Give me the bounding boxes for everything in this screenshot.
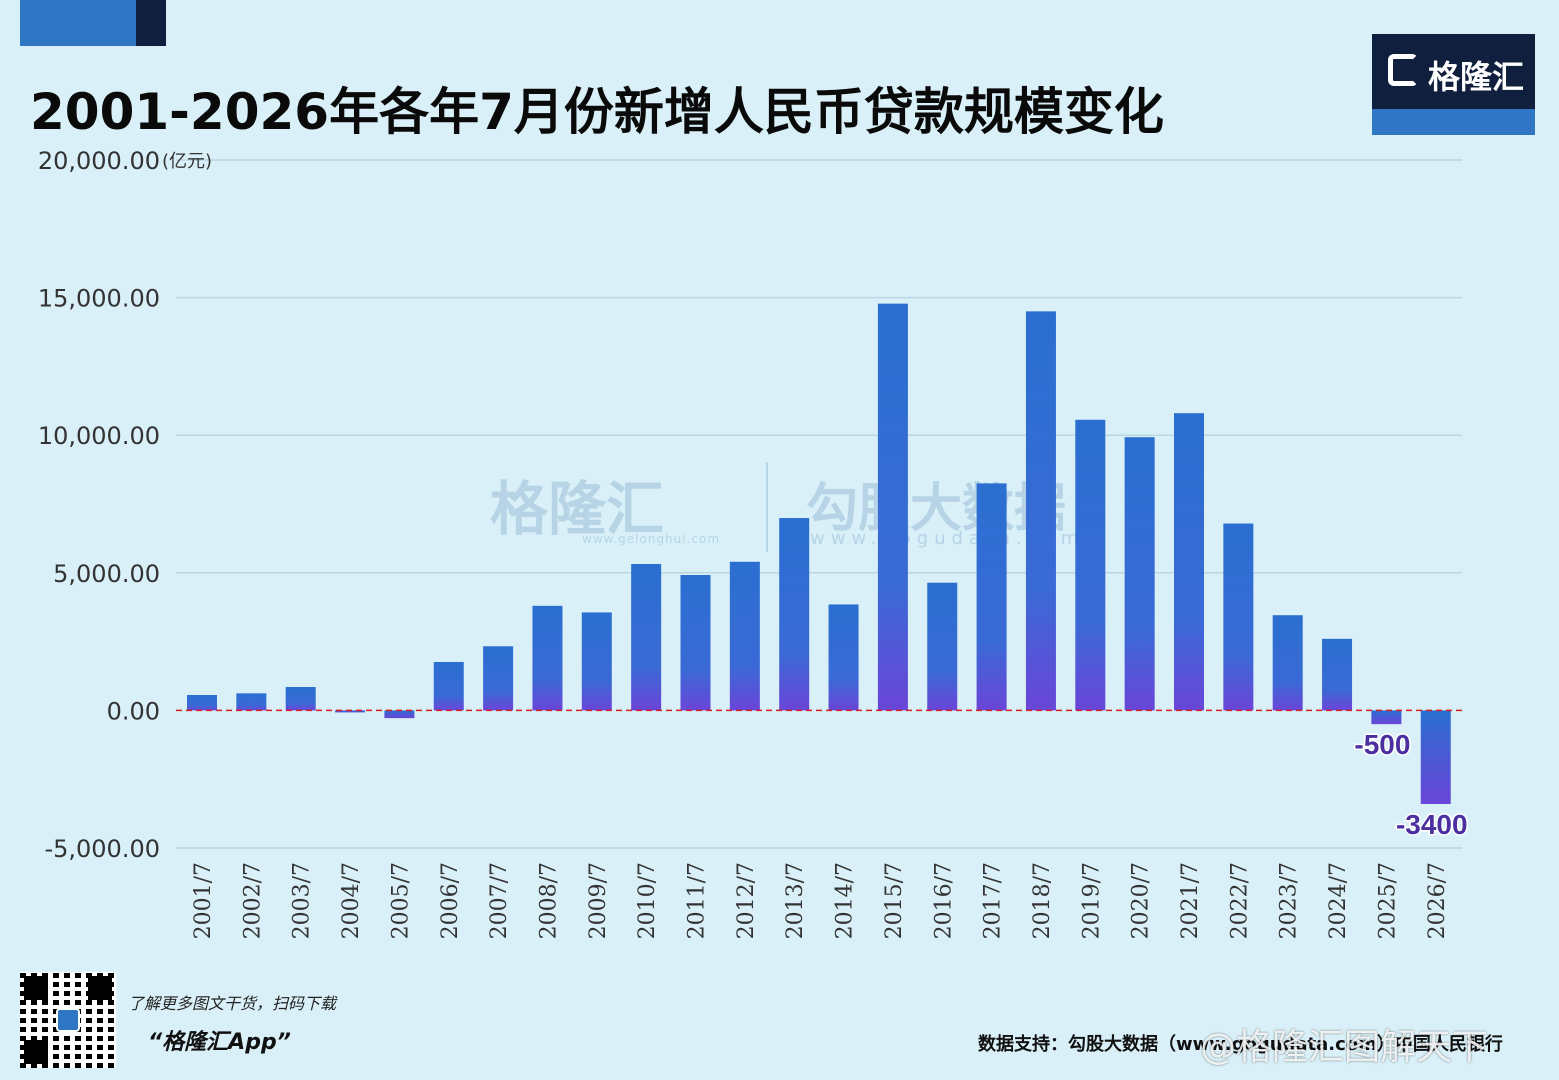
- bar: [483, 646, 514, 711]
- x-tick-label: 2004/7: [339, 862, 364, 939]
- x-tick-label: 2017/7: [981, 862, 1006, 939]
- bar: [1124, 437, 1155, 711]
- bar: [729, 561, 760, 711]
- bar: [581, 612, 612, 711]
- x-tick-label: 2008/7: [536, 862, 561, 939]
- bar: [335, 710, 366, 713]
- bar: [1223, 523, 1254, 711]
- bar: [976, 483, 1007, 711]
- x-tick-label: 2023/7: [1277, 862, 1302, 939]
- x-tick-label: 2001/7: [191, 862, 216, 939]
- promo-line: 了解更多图文干货，扫码下载: [128, 994, 337, 1013]
- bar: [779, 518, 810, 711]
- y-tick-label: 20,000.00: [38, 147, 160, 175]
- bar: [187, 694, 217, 711]
- bar: [1272, 615, 1303, 711]
- y-tick-label: 15,000.00: [38, 285, 160, 313]
- x-tick-label: 2018/7: [1030, 862, 1055, 939]
- bar: [1075, 419, 1106, 711]
- bar: [236, 693, 267, 711]
- qr-code[interactable]: [20, 972, 116, 1068]
- x-tick-label: 2021/7: [1178, 862, 1203, 939]
- logo-stripe: [1372, 109, 1535, 135]
- x-tick-label: 2025/7: [1375, 862, 1400, 939]
- top-accent-bar: [20, 0, 136, 46]
- x-tick-label: 2012/7: [734, 862, 759, 939]
- bar: [828, 604, 859, 711]
- bar: [1371, 710, 1402, 725]
- x-tick-label: 2007/7: [487, 862, 512, 939]
- y-tick-label: -5,000.00: [44, 835, 160, 863]
- bar: [532, 605, 563, 711]
- data-label: -500: [1354, 729, 1410, 760]
- data-label: -3400: [1396, 809, 1468, 840]
- bar: [877, 303, 908, 711]
- brand-logo-text: 格隆汇: [1428, 58, 1525, 96]
- bar: [680, 575, 711, 711]
- y-unit-label: (亿元): [162, 151, 212, 172]
- y-tick-label: 0.00: [107, 697, 160, 725]
- x-tick-label: 2005/7: [388, 862, 413, 939]
- y-tick-label: 10,000.00: [38, 422, 160, 450]
- bar: [927, 582, 958, 711]
- x-tick-label: 2010/7: [635, 862, 660, 939]
- bar: [433, 661, 464, 711]
- x-tick-label: 2002/7: [240, 862, 265, 939]
- x-tick-label: 2011/7: [685, 862, 710, 939]
- top-accent-bar-dark: [136, 0, 166, 46]
- x-tick-label: 2026/7: [1425, 862, 1450, 939]
- x-tick-label: 2013/7: [783, 862, 808, 939]
- brand-logo: 格隆汇: [1372, 34, 1535, 135]
- bar: [1322, 638, 1353, 711]
- bar: [285, 687, 316, 711]
- bar: [384, 710, 415, 719]
- g-logo-icon: [1388, 54, 1418, 86]
- x-tick-label: 2015/7: [882, 862, 907, 939]
- bar: [1420, 710, 1451, 804]
- x-tick-label: 2003/7: [290, 862, 315, 939]
- x-tick-label: 2020/7: [1129, 862, 1154, 939]
- y-tick-label: 5,000.00: [53, 560, 160, 588]
- x-tick-label: 2016/7: [931, 862, 956, 939]
- data-source: 数据支持：勾股大数据（www.gogudata.com）中国人民银行: [978, 1034, 1503, 1055]
- app-name: “格隆汇App”: [148, 1030, 291, 1055]
- weibo-watermark: @格隆汇图解天下: [1200, 1027, 1489, 1068]
- x-tick-label: 2019/7: [1079, 862, 1104, 939]
- x-tick-label: 2009/7: [586, 862, 611, 939]
- bar: [631, 563, 662, 711]
- qr-logo-icon: [56, 1008, 80, 1032]
- x-tick-label: 2014/7: [833, 862, 858, 939]
- x-tick-label: 2024/7: [1326, 862, 1351, 939]
- bar: [1025, 311, 1056, 711]
- x-tick-label: 2006/7: [438, 862, 463, 939]
- bar: [1174, 413, 1204, 711]
- x-tick-label: 2022/7: [1227, 862, 1252, 939]
- chart-title: 2001-2026年各年7月份新增人民币贷款规模变化: [30, 83, 1164, 141]
